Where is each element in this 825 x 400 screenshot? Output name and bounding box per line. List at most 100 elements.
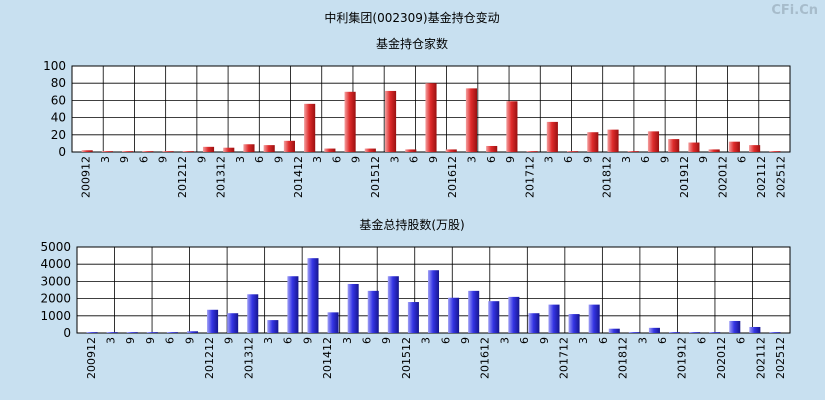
c2-xtick-label: 6: [439, 337, 452, 344]
c2-xtick-label: 201812: [617, 337, 630, 379]
c1-xtick-label: 3: [234, 156, 247, 163]
c2-xtick-label: 3: [341, 337, 354, 344]
c2-bar: [468, 290, 480, 333]
c1-bar: [728, 141, 740, 152]
c2-bar: [247, 294, 259, 333]
c2-bar: [387, 276, 399, 333]
c2-xtick-label: 6: [597, 337, 610, 344]
c2-bar: [568, 314, 580, 333]
c1-bar: [101, 151, 113, 152]
c2-xtick-label: 6: [735, 337, 748, 344]
c2-bar: [347, 283, 359, 333]
c1-bar: [202, 146, 215, 152]
c2-xtick-label: 201512: [400, 337, 413, 379]
c2-xtick-label: 200912: [85, 337, 98, 379]
c2-bar: [508, 296, 520, 333]
c2-xtick-label: 9: [183, 337, 196, 344]
c2-bar: [186, 331, 199, 333]
c2-bar: [307, 258, 319, 333]
c1-bar: [405, 149, 417, 152]
c2-xtick-label: 9: [144, 337, 157, 344]
c2-ytick-label: 2000: [40, 292, 71, 306]
c1-bar: [243, 144, 255, 152]
c1-bar: [263, 145, 275, 152]
c2-xtick-label: 3: [577, 337, 590, 344]
c1-xtick-label: 201512: [369, 156, 382, 198]
c2-xtick-label: 6: [656, 337, 669, 344]
c1-bar: [688, 142, 700, 152]
c2-bar: [126, 332, 138, 333]
c1-xtick-label: 3: [388, 156, 401, 163]
c2-bar: [86, 332, 98, 333]
c1-xtick-label: 201312: [215, 156, 228, 198]
c1-bar: [364, 148, 376, 152]
c2-xtick-label: 3: [420, 337, 433, 344]
c1-bar: [384, 90, 397, 152]
c2-bar: [267, 320, 279, 333]
c2-xtick-label: 6: [361, 337, 374, 344]
c2-xtick-label: 9: [223, 337, 236, 344]
c2-bar: [287, 276, 299, 333]
c2-xtick-label: 9: [459, 337, 472, 344]
c1-bar: [142, 151, 154, 152]
c1-xtick-label: 9: [350, 156, 363, 163]
c1-xtick-label: 201412: [292, 156, 305, 198]
c2-xtick-label: 202512: [774, 337, 787, 379]
c1-bar: [506, 101, 518, 152]
c2-bar: [689, 332, 701, 333]
c2-bar: [367, 290, 379, 333]
c1-bar: [425, 83, 437, 152]
c1-xtick-label: 9: [659, 156, 672, 163]
c2-xtick-label: 201712: [557, 337, 570, 379]
c1-xtick-label: 9: [157, 156, 170, 163]
chart1-title: 基金持仓家数: [376, 36, 448, 51]
c2-xtick-label: 201312: [242, 337, 255, 379]
c2-bar: [528, 313, 540, 333]
c1-bar: [324, 148, 336, 152]
c1-xtick-label: 201212: [176, 156, 189, 198]
c2-bar: [628, 332, 640, 333]
c2-ytick-label: 4000: [40, 257, 71, 271]
c2-xtick-label: 201912: [676, 337, 689, 379]
c1-xtick-label: 6: [639, 156, 652, 163]
c1-bar: [567, 151, 579, 152]
c1-bar: [486, 145, 498, 152]
c2-bar: [227, 313, 239, 333]
c1-xtick-label: 9: [504, 156, 517, 163]
c1-ytick-label: 20: [51, 128, 66, 142]
c2-bar: [407, 302, 419, 333]
c2-xtick-label: 201612: [479, 337, 492, 379]
c1-ytick-label: 100: [43, 59, 66, 73]
c1-xtick-label: 9: [118, 156, 131, 163]
c1-bar: [769, 151, 781, 152]
c2-bar: [668, 332, 681, 333]
c1-bar: [81, 150, 93, 152]
c2-bar: [146, 332, 158, 333]
c1-bar: [708, 149, 720, 152]
c2-xtick-label: 6: [164, 337, 177, 344]
c1-xtick-label: 3: [620, 156, 633, 163]
c1-bar: [607, 129, 619, 152]
c2-bar: [207, 309, 219, 333]
c2-xtick-label: 6: [695, 337, 708, 344]
c1-bar: [344, 91, 356, 152]
c2-xtick-label: 3: [104, 337, 117, 344]
c1-xtick-label: 6: [253, 156, 266, 163]
watermark-logo: CFi.Cn: [771, 3, 818, 18]
c1-xtick-label: 3: [543, 156, 556, 163]
c2-xtick-label: 201412: [321, 337, 334, 379]
c2-bar: [709, 332, 721, 333]
c1-xtick-label: 202512: [774, 156, 787, 198]
c1-xtick-label: 201812: [601, 156, 614, 198]
c2-xtick-label: 3: [636, 337, 649, 344]
c1-xtick-label: 9: [272, 156, 285, 163]
c2-xtick-label: 9: [124, 337, 137, 344]
c1-bar: [445, 149, 457, 152]
c2-ytick-label: 5000: [40, 240, 71, 254]
c2-xtick-label: 202012: [715, 337, 728, 379]
c1-bar: [587, 132, 599, 152]
c2-xtick-label: 9: [380, 337, 393, 344]
c2-bar: [166, 332, 178, 333]
c1-bar: [304, 103, 316, 152]
